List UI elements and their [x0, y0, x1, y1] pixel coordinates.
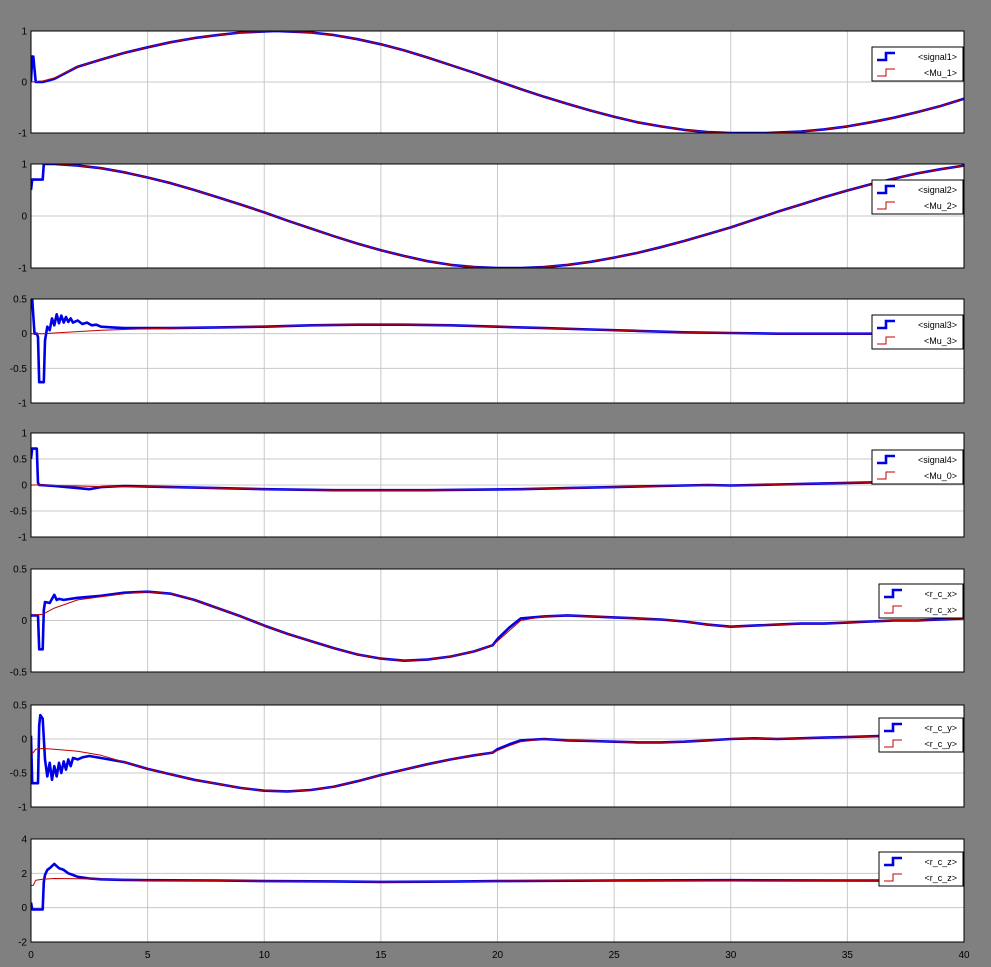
subplot-1: -1 0 1 <signal1> <Mu_1> [18, 27, 964, 140]
legend[interactable]: <signal1> <Mu_1> [872, 47, 963, 81]
x-tick-label: 40 [958, 950, 970, 961]
y-tick-label: -0.5 [10, 668, 28, 679]
y-tick-label: 0.5 [13, 565, 27, 576]
legend[interactable]: <signal3> <Mu_3> [872, 315, 963, 349]
legend-label: <r_c_y> [924, 739, 957, 749]
y-tick-label: 1 [21, 429, 27, 440]
x-tick-label: 20 [492, 950, 504, 961]
y-tick-label: 1 [21, 27, 27, 38]
y-tick-label: -0.5 [10, 769, 28, 780]
legend[interactable]: <r_c_z> <r_c_z> [879, 852, 963, 886]
legend-label: <r_c_x> [924, 589, 957, 599]
subplot-5: -0.5 0 0.5 <r_c_x> <r_c_x> [10, 565, 964, 679]
y-tick-label: -1 [18, 399, 27, 410]
y-tick-label: 0 [21, 212, 27, 223]
x-tick-label: 10 [259, 950, 271, 961]
legend-label: <signal3> [918, 320, 957, 330]
y-tick-label: -1 [18, 533, 27, 544]
legend-label: <Mu_1> [924, 68, 957, 78]
x-tick-label: 30 [725, 950, 737, 961]
x-tick-label: 0 [28, 950, 34, 961]
legend-label: <signal1> [918, 52, 957, 62]
y-tick-label: -1 [18, 264, 27, 275]
y-tick-label: -1 [18, 803, 27, 814]
x-tick-label: 35 [842, 950, 854, 961]
x-tick-label: 25 [609, 950, 621, 961]
legend[interactable]: <r_c_y> <r_c_y> [879, 718, 963, 752]
legend-label: <r_c_x> [924, 605, 957, 615]
legend[interactable]: <signal2> <Mu_2> [872, 180, 963, 214]
subplot-6: -1 -0.5 0 0.5 <r_c_y> <r_c_y> [10, 701, 964, 814]
legend-label: <r_c_z> [924, 857, 957, 867]
legend-label: <signal4> [918, 455, 957, 465]
y-tick-label: 0 [21, 903, 27, 914]
legend-label: <Mu_2> [924, 201, 957, 211]
y-tick-label: 0 [21, 481, 27, 492]
legend[interactable]: <r_c_x> <r_c_x> [879, 584, 963, 618]
y-tick-label: 0.5 [13, 455, 27, 466]
subplot-7: -2 0 2 4 <r_c_z> <r_c_z> [18, 835, 964, 949]
legend-label: <signal2> [918, 185, 957, 195]
y-tick-label: 0 [21, 616, 27, 627]
legend[interactable]: <signal4> <Mu_0> [872, 450, 963, 484]
y-tick-label: -1 [18, 129, 27, 140]
y-tick-label: 0.5 [13, 295, 27, 306]
y-tick-label: -2 [18, 938, 27, 949]
y-tick-label: 0 [21, 329, 27, 340]
y-tick-label: 4 [21, 835, 27, 846]
legend-label: <r_c_z> [924, 873, 957, 883]
subplot-3: -1 -0.5 0 0.5 <signal3> <Mu_3> [10, 295, 964, 410]
y-tick-label: 0 [21, 735, 27, 746]
y-tick-label: 2 [21, 869, 27, 880]
legend-label: <Mu_3> [924, 336, 957, 346]
y-tick-label: -0.5 [10, 364, 28, 375]
y-tick-label: 0.5 [13, 701, 27, 712]
x-tick-label: 5 [145, 950, 151, 961]
legend-label: <Mu_0> [924, 471, 957, 481]
y-tick-label: 1 [21, 160, 27, 171]
y-tick-label: -0.5 [10, 507, 28, 518]
y-tick-label: 0 [21, 78, 27, 89]
legend-label: <r_c_y> [924, 723, 957, 733]
subplot-2: -1 0 1 <signal2> <Mu_2> [18, 160, 964, 275]
x-tick-label: 15 [375, 950, 387, 961]
subplot-4: -1 -0.5 0 0.5 1 <signal4> <Mu_0> [10, 429, 964, 544]
